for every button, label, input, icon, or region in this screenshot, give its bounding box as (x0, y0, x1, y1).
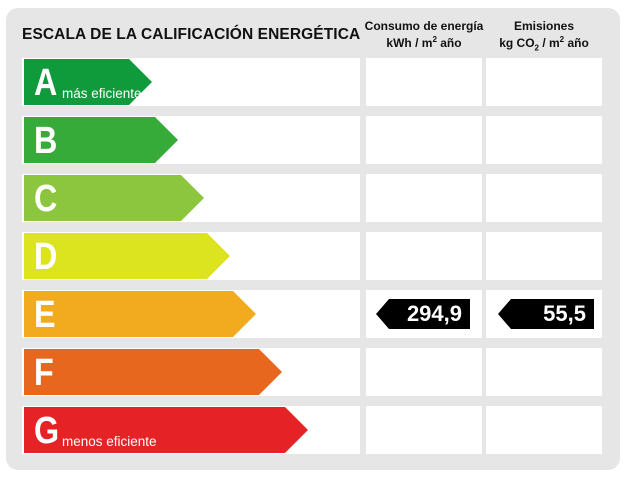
consumo-cell-c (366, 174, 482, 222)
rating-letter-d: D (34, 236, 58, 278)
rating-letter-b: B (34, 120, 58, 162)
rating-sublabel-g: menos eficiente (62, 434, 157, 449)
rating-letter-c: C (34, 178, 58, 220)
energy-consumption-header: Consumo de energía kWh / m2 año (364, 19, 484, 50)
rating-letter-e: E (34, 294, 56, 336)
emisiones-cell-g (486, 406, 602, 454)
rating-letter-g: G (34, 410, 60, 452)
rating-arrow-d: D (24, 233, 230, 279)
rating-arrow-f: F (24, 349, 282, 395)
emisiones-indicator: 55,5 (498, 299, 594, 329)
rating-arrow-c: C (24, 175, 204, 221)
consumo-indicator: 294,9 (376, 299, 470, 329)
consumo-cell-d (366, 232, 482, 280)
emisiones-cell-f (486, 348, 602, 396)
rating-sublabel-a: más eficiente (62, 86, 142, 101)
consumo-cell-g (366, 406, 482, 454)
consumo-cell-a (366, 58, 482, 106)
emisiones-cell-a (486, 58, 602, 106)
emissions-header: Emisiones kg CO2 / m2 año (499, 19, 589, 53)
scale-title: ESCALA DE LA CALIFICACIÓN ENERGÉTICA (22, 26, 361, 43)
consumo-cell-f (366, 348, 482, 396)
rating-arrow-e: E (24, 291, 256, 337)
consumo-cell-b (366, 116, 482, 164)
emisiones-cell-b (486, 116, 602, 164)
rating-letter-a: A (34, 62, 58, 104)
rating-letter-f: F (34, 352, 54, 394)
emisiones-cell-c (486, 174, 602, 222)
emisiones-indicator-value: 55,5 (543, 301, 586, 326)
rating-arrow-b: B (24, 117, 178, 163)
emisiones-cell-d (486, 232, 602, 280)
consumo-indicator-value: 294,9 (406, 301, 462, 326)
